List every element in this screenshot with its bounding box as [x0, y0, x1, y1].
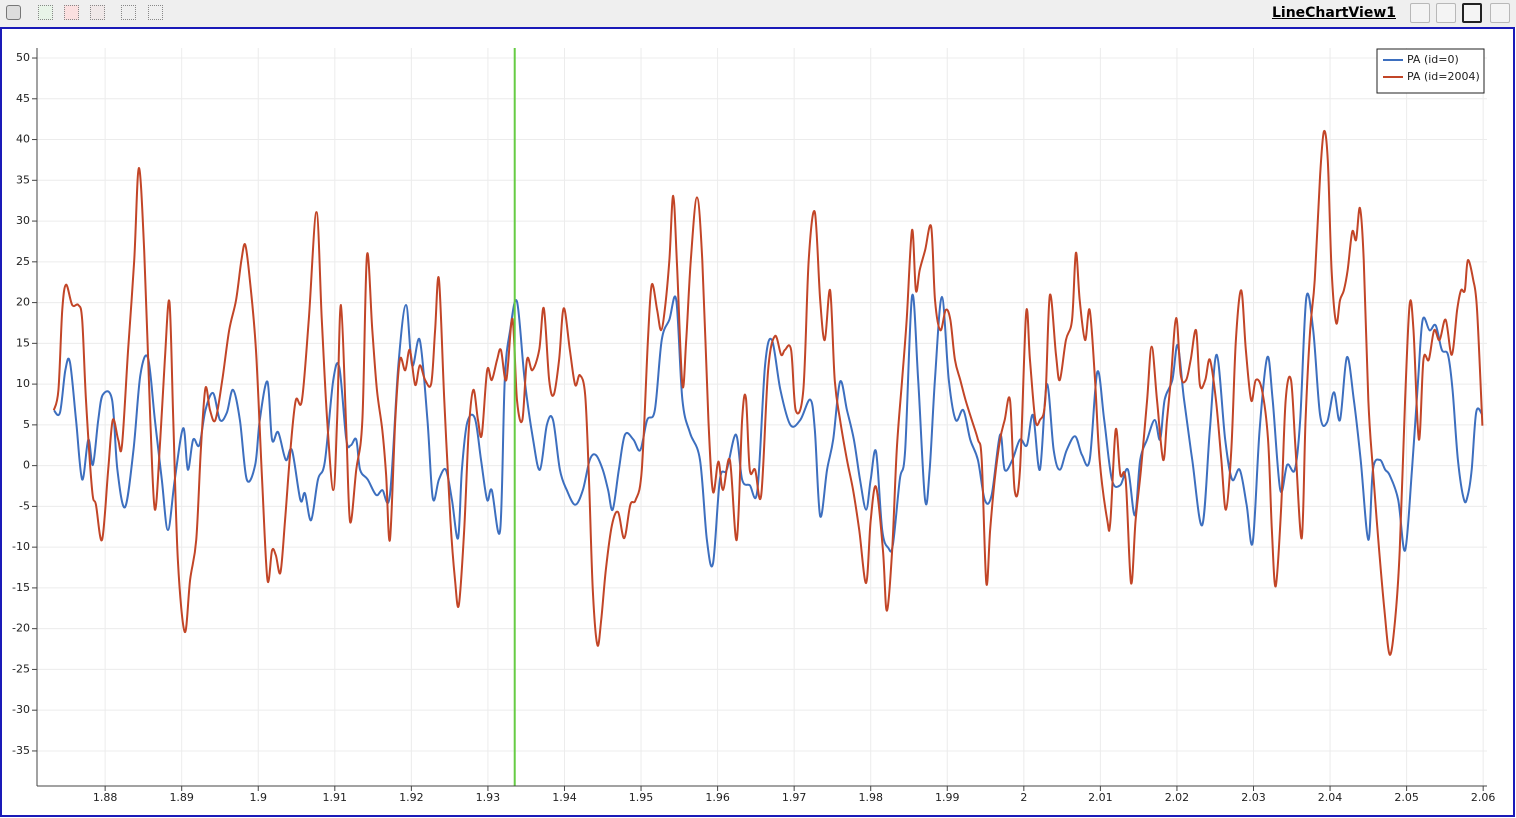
x-tick-label: 1.98 [858, 791, 883, 804]
x-tick-label: 2.05 [1394, 791, 1419, 804]
y-tick-label: -10 [12, 540, 30, 553]
maximize-button[interactable] [1462, 3, 1482, 23]
y-tick-label: -35 [12, 744, 30, 757]
x-tick-label: 2.02 [1165, 791, 1190, 804]
y-tick-label: 40 [16, 133, 30, 146]
view-toolbar: LineChartView1 [0, 0, 1516, 27]
y-tick-label: 15 [16, 336, 30, 349]
x-tick-label: 1.95 [629, 791, 654, 804]
series-line [52, 129, 1484, 656]
x-tick-label: 1.94 [552, 791, 577, 804]
y-tick-label: 5 [23, 418, 30, 431]
series-line [53, 292, 1484, 568]
zoom-in-button[interactable] [38, 5, 53, 20]
plot-area [52, 48, 1484, 786]
legend: PA (id=0) PA (id=2004) [1376, 48, 1485, 94]
x-tick-label: 1.99 [935, 791, 960, 804]
view-frame [0, 27, 1515, 817]
y-tick-label: 20 [16, 296, 30, 309]
x-tick-label: 1.92 [399, 791, 424, 804]
x-tick-label: 2.01 [1088, 791, 1113, 804]
x-tick-label: 2 [1020, 791, 1027, 804]
split-vertical-button[interactable] [1436, 3, 1456, 23]
legend-label: PA (id=2004) [1407, 70, 1480, 83]
select-points-button[interactable] [121, 5, 136, 20]
capture-button[interactable] [6, 5, 21, 20]
x-tick-label: 1.91 [323, 791, 348, 804]
axes: -35 -30 -25 -20 -15 -10 -5 0 5 10 15 20 25 30 35 40 45 50… [12, 48, 1495, 804]
x-tick-label: 1.97 [782, 791, 807, 804]
zoom-select-button[interactable] [90, 5, 105, 20]
y-tick-label: -20 [12, 622, 30, 635]
x-tick-label: 1.89 [169, 791, 194, 804]
view-title[interactable]: LineChartView1 [1271, 5, 1396, 21]
y-tick-label: 50 [16, 51, 30, 64]
y-tick-label: -15 [12, 581, 30, 594]
y-tick-label: -25 [12, 662, 30, 675]
x-tick-label: 2.03 [1241, 791, 1266, 804]
y-tick-label: 45 [16, 92, 30, 105]
x-tick-label: 1.93 [476, 791, 501, 804]
y-tick-label: 10 [16, 377, 30, 390]
x-tick-label: 1.96 [705, 791, 730, 804]
select-region-button[interactable] [148, 5, 163, 20]
y-tick-label: 25 [16, 255, 30, 268]
x-tick-label: 1.9 [250, 791, 268, 804]
close-button[interactable] [1490, 3, 1510, 23]
legend-box [1376, 48, 1485, 94]
zoom-out-button[interactable] [64, 5, 79, 20]
y-tick-label: 35 [16, 173, 30, 186]
grid [37, 48, 1487, 786]
x-tick-label: 2.04 [1318, 791, 1343, 804]
y-tick-label: -30 [12, 703, 30, 716]
y-tick-label: 30 [16, 214, 30, 227]
y-tick-label: -5 [19, 499, 30, 512]
x-tick-label: 1.88 [93, 791, 118, 804]
y-tick-label: 0 [23, 459, 30, 472]
chart: -35 -30 -25 -20 -15 -10 -5 0 5 10 15 20 25 30 35 40 45 50… [0, 27, 1515, 817]
split-horizontal-button[interactable] [1410, 3, 1430, 23]
legend-label: PA (id=0) [1407, 53, 1459, 66]
x-tick-label: 2.06 [1471, 791, 1496, 804]
